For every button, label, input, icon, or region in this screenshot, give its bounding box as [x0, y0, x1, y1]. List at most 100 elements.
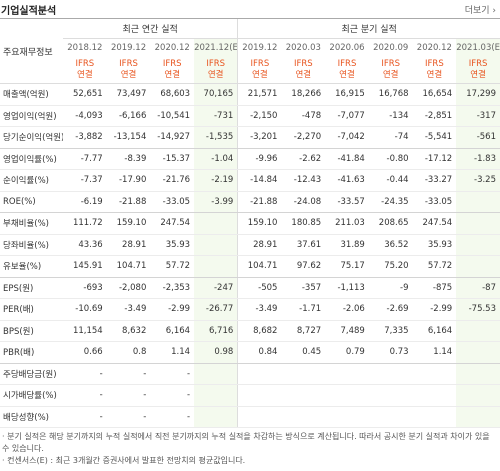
data-cell: 1.14 [150, 341, 195, 364]
data-cell: -875 [412, 277, 457, 299]
basis-text: 연결 [120, 69, 137, 80]
data-row: 주당배당금(원) - - - [0, 363, 500, 385]
basis-header: IFRS 연결 [456, 56, 500, 84]
data-cell: -3.49 [106, 298, 151, 321]
data-cell: 0.73 [368, 341, 413, 364]
data-cell: 70,165 [194, 83, 238, 106]
row-label: 부채비율(%) [0, 212, 63, 235]
basis-text: 연결 [164, 69, 181, 80]
basis-text: IFRS [250, 58, 270, 69]
header: 기업실적분석 더보기 › [0, 0, 500, 18]
data-cell: 18,266 [281, 83, 326, 106]
group-header: 최근 연간 실적 [63, 18, 238, 39]
data-cell: -1.71 [281, 298, 326, 321]
data-row: 시가배당률(%) - - - [0, 384, 500, 407]
row-label: 순이익률(%) [0, 169, 63, 192]
data-cell: -1.04 [194, 148, 238, 170]
data-cell: -12.43 [281, 169, 326, 192]
data-row: PER(배) -10.69 -3.49 -2.99 -26.77 -3.49 -1.71 -2… [0, 298, 500, 321]
data-cell: 211.03 [325, 212, 369, 235]
data-cell [368, 363, 413, 385]
data-cell: -731 [194, 105, 238, 127]
data-cell: 43.36 [63, 234, 107, 256]
data-cell: -357 [281, 277, 326, 299]
data-cell: 111.72 [63, 212, 107, 235]
data-cell [325, 406, 369, 428]
data-cell [281, 363, 326, 385]
row-label: 영업이익률(%) [0, 148, 63, 170]
data-cell: -3.99 [194, 191, 238, 213]
data-cell: -21.88 [106, 191, 151, 213]
data-cell: -7,042 [325, 126, 369, 149]
data-cell: 21,571 [237, 83, 282, 106]
data-row: 영업이익률(%) -7.77 -8.39 -15.37 -1.04 -9.96 -2.62-… [0, 148, 500, 170]
data-cell: 36.52 [368, 234, 413, 256]
row-label: ROE(%) [0, 191, 63, 213]
data-cell: -3,201 [237, 126, 282, 149]
data-cell: 6,164 [412, 320, 457, 342]
data-cell [456, 384, 500, 407]
basis-header: IFRS 연결 [63, 56, 107, 84]
data-cell: -14.84 [237, 169, 282, 192]
data-cell: -33.27 [412, 169, 457, 192]
data-cell: -24.35 [368, 191, 413, 213]
data-cell: 180.85 [281, 212, 326, 235]
data-cell: 159.10 [106, 212, 151, 235]
data-cell [237, 384, 282, 407]
data-cell [412, 363, 457, 385]
data-cell: -13,154 [106, 126, 151, 149]
data-row: 부채비율(%) 111.72 159.10 247.54 159.10 180.85 211… [0, 212, 500, 235]
data-cell: -41.63 [325, 169, 369, 192]
data-cell: -2,150 [237, 105, 282, 127]
basis-header: IFRS 연결 [194, 56, 238, 84]
data-cell: 7,335 [368, 320, 413, 342]
data-cell: -2,080 [106, 277, 151, 299]
notes: · 분기 실적은 해당 분기까지의 누적 실적에서 직전 분기까지의 누적 실적… [2, 431, 498, 467]
basis-text: IFRS [162, 58, 182, 69]
data-cell: 8,682 [237, 320, 282, 342]
data-cell [281, 406, 326, 428]
data-cell: -2,353 [150, 277, 195, 299]
data-cell: 35.93 [150, 234, 195, 256]
basis-text: 연결 [252, 69, 268, 80]
data-cell: -26.77 [194, 298, 238, 321]
basis-text: IFRS [381, 58, 401, 69]
data-row: PBR(배) 0.66 0.8 1.14 0.98 0.84 0.45 0.79 0.73 1.1… [0, 341, 500, 364]
basis-text: 연결 [77, 69, 93, 80]
data-cell: 17,299 [456, 83, 500, 106]
period-header: 2019.12 [237, 38, 282, 56]
data-cell: 16,915 [325, 83, 369, 106]
data-cell [237, 406, 282, 428]
row-label: 매출액(억원) [0, 83, 63, 106]
data-cell: 31.89 [325, 234, 369, 256]
data-cell: 104.71 [106, 255, 151, 278]
data-cell: -7.77 [63, 148, 107, 170]
data-cell [412, 406, 457, 428]
data-cell: -505 [237, 277, 282, 299]
more-link[interactable]: 더보기 › [464, 6, 496, 16]
data-cell: -21.76 [150, 169, 195, 192]
data-cell: -0.44 [368, 169, 413, 192]
period-header: 2020.09 [373, 42, 409, 53]
note: · 컨센서스(E) : 최근 3개월간 증권사에서 발표한 전망치의 평균값입니… [2, 456, 246, 465]
data-cell: 16,654 [412, 83, 457, 106]
basis-header: IFRS 연결 [325, 56, 369, 84]
data-cell: -17.12 [412, 148, 457, 170]
data-cell: -317 [456, 105, 500, 127]
basis-row: IFRS 연결 IFRS 연결 IFRS 연결 IFRS 연결 IFRS 연결 IFRS 연결 IFRS… [0, 56, 500, 84]
data-cell: -693 [63, 277, 107, 299]
data-cell: -33.05 [150, 191, 195, 213]
data-cell: -134 [368, 105, 413, 127]
data-cell: - [63, 406, 107, 428]
data-cell: -9 [368, 277, 413, 299]
data-cell: 0.66 [63, 341, 107, 364]
period-header: 2020.12 [154, 42, 190, 53]
data-cell: -5,541 [412, 126, 457, 149]
data-cell [281, 384, 326, 407]
data-cell: 11,154 [63, 320, 107, 342]
data-cell [194, 363, 238, 385]
data-cell: -9.96 [237, 148, 282, 170]
data-cell [456, 341, 500, 364]
data-cell: 73,497 [106, 83, 151, 106]
